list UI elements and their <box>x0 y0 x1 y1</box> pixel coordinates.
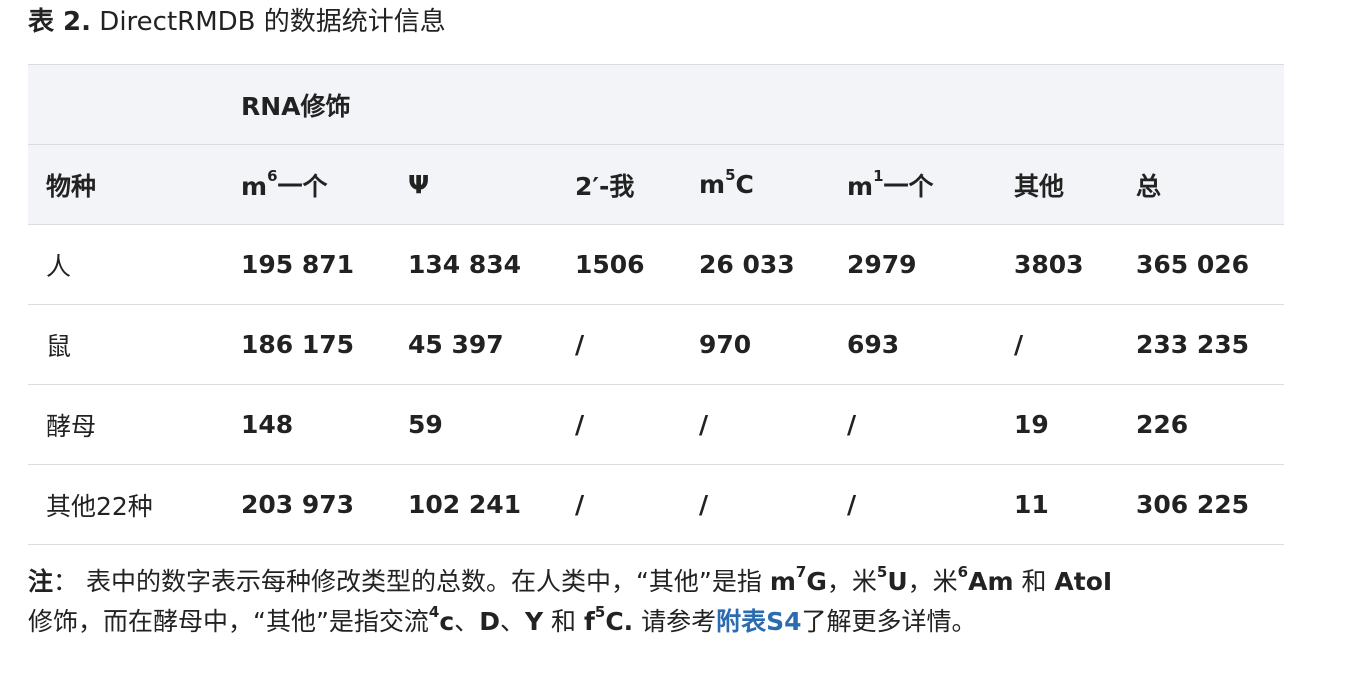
note-text: ，米 <box>907 567 958 596</box>
note-y: Y <box>524 607 544 636</box>
value-cell-other: 11 <box>996 464 1118 545</box>
note-text: ，米 <box>826 567 877 596</box>
table-body: 人 195 871 134 834 1506 26 033 2979 3803 365 026… <box>28 224 1284 545</box>
value-cell-m1a: / <box>829 464 996 545</box>
note-text: 修饰，而在酵母中，“其他”是指交流 <box>28 607 429 636</box>
column-header-psi: Ψ <box>390 144 557 225</box>
value-cell-m6a: 195 871 <box>223 224 390 305</box>
value-cell-m6a: 203 973 <box>223 464 390 545</box>
column-header-row: 物种 m6一个 Ψ 2′-我 m5C m1一个 其他总 <box>28 144 1284 225</box>
note-d: D <box>479 607 500 636</box>
supplementary-table-s4-link[interactable]: 附表S4 <box>716 607 802 636</box>
note-text: 了解更多详情。 <box>801 607 977 636</box>
group-header-row: RNA修饰 <box>28 64 1284 145</box>
species-cell: 其他22种 <box>28 464 223 545</box>
value-cell-total: 306 225 <box>1118 464 1284 545</box>
table-note: 注： 表中的数字表示每种修改类型的总数。在人类中，“其他”是指 m7G，米5U，… <box>28 562 1328 642</box>
column-header-m1a: m1一个 <box>829 144 996 225</box>
table-row: 鼠 186 175 45 397/970 693/233 235 <box>28 304 1284 385</box>
column-header-m5c: m5C <box>681 144 829 225</box>
header-empty-cell <box>28 64 223 145</box>
value-cell-total: 365 026 <box>1118 224 1284 305</box>
column-header-species: 物种 <box>28 144 223 225</box>
value-cell-m1a: 693 <box>829 304 996 385</box>
table-row: 人 195 871 134 834 1506 26 033 2979 3803 365 026 <box>28 224 1284 305</box>
statistics-table-container: RNA修饰 物种 m6一个 Ψ 2′-我 m5C m1一个 其他总 人 195 871 134 … <box>28 64 1284 545</box>
value-cell-psi: 102 241 <box>390 464 557 545</box>
column-header-nm: 2′-我 <box>557 144 681 225</box>
value-cell-total: 233 235 <box>1118 304 1284 385</box>
value-cell-m5c: 26 033 <box>681 224 829 305</box>
value-cell-m6a: 186 175 <box>223 304 390 385</box>
value-cell-m5c: 970 <box>681 304 829 385</box>
note-ac4c: 4c <box>428 602 455 636</box>
table-caption: 表 2. DirectRMDB 的数据统计信息 <box>28 2 446 42</box>
statistics-table: RNA修饰 物种 m6一个 Ψ 2′-我 m5C m1一个 其他总 人 195 871 134 … <box>28 64 1284 545</box>
note-f5c: f5C. <box>583 602 634 636</box>
note-m7g: m7G <box>769 562 827 596</box>
note-m5u: 5U <box>876 562 908 596</box>
value-cell-total: 226 <box>1118 384 1284 465</box>
column-header-m6a: m6一个 <box>223 144 390 225</box>
note-text: 和 <box>543 607 584 636</box>
note-text: 和 <box>1013 567 1055 596</box>
note-label: 注 <box>28 567 54 596</box>
value-cell-m1a: 2979 <box>829 224 996 305</box>
value-cell-psi: 134 834 <box>390 224 557 305</box>
value-cell-nm: / <box>557 384 681 465</box>
species-cell: 酵母 <box>28 384 223 465</box>
note-text: 表中的数字表示每种修改类型的总数。在人类中，“其他”是指 <box>78 567 770 596</box>
note-text: 、 <box>454 607 480 636</box>
column-header-total: 总 <box>1118 144 1284 225</box>
note-text: 、 <box>499 607 525 636</box>
caption-label: 表 2. <box>28 7 92 37</box>
note-text: 请参考 <box>633 607 717 636</box>
value-cell-psi: 45 397 <box>390 304 557 385</box>
value-cell-nm: 1506 <box>557 224 681 305</box>
value-cell-m5c: / <box>681 464 829 545</box>
note-m6am: 6Am <box>957 562 1014 596</box>
note-atoi: AtoI <box>1054 567 1113 596</box>
note-colon: ： <box>53 567 79 596</box>
table-row: 其他22种 203 973 102 241///11 306 225 <box>28 464 1284 545</box>
rna-modification-header: RNA修饰 <box>223 64 1284 145</box>
value-cell-nm: / <box>557 304 681 385</box>
value-cell-m1a: / <box>829 384 996 465</box>
table-row: 酵母 148 59///19 226 <box>28 384 1284 465</box>
value-cell-other: 19 <box>996 384 1118 465</box>
value-cell-nm: / <box>557 464 681 545</box>
value-cell-other: 3803 <box>996 224 1118 305</box>
caption-title: DirectRMDB 的数据统计信息 <box>99 7 446 37</box>
species-cell: 鼠 <box>28 304 223 385</box>
value-cell-m6a: 148 <box>223 384 390 465</box>
value-cell-m5c: / <box>681 384 829 465</box>
column-header-other: 其他 <box>996 144 1118 225</box>
value-cell-psi: 59 <box>390 384 557 465</box>
value-cell-other: / <box>996 304 1118 385</box>
species-cell: 人 <box>28 224 223 305</box>
